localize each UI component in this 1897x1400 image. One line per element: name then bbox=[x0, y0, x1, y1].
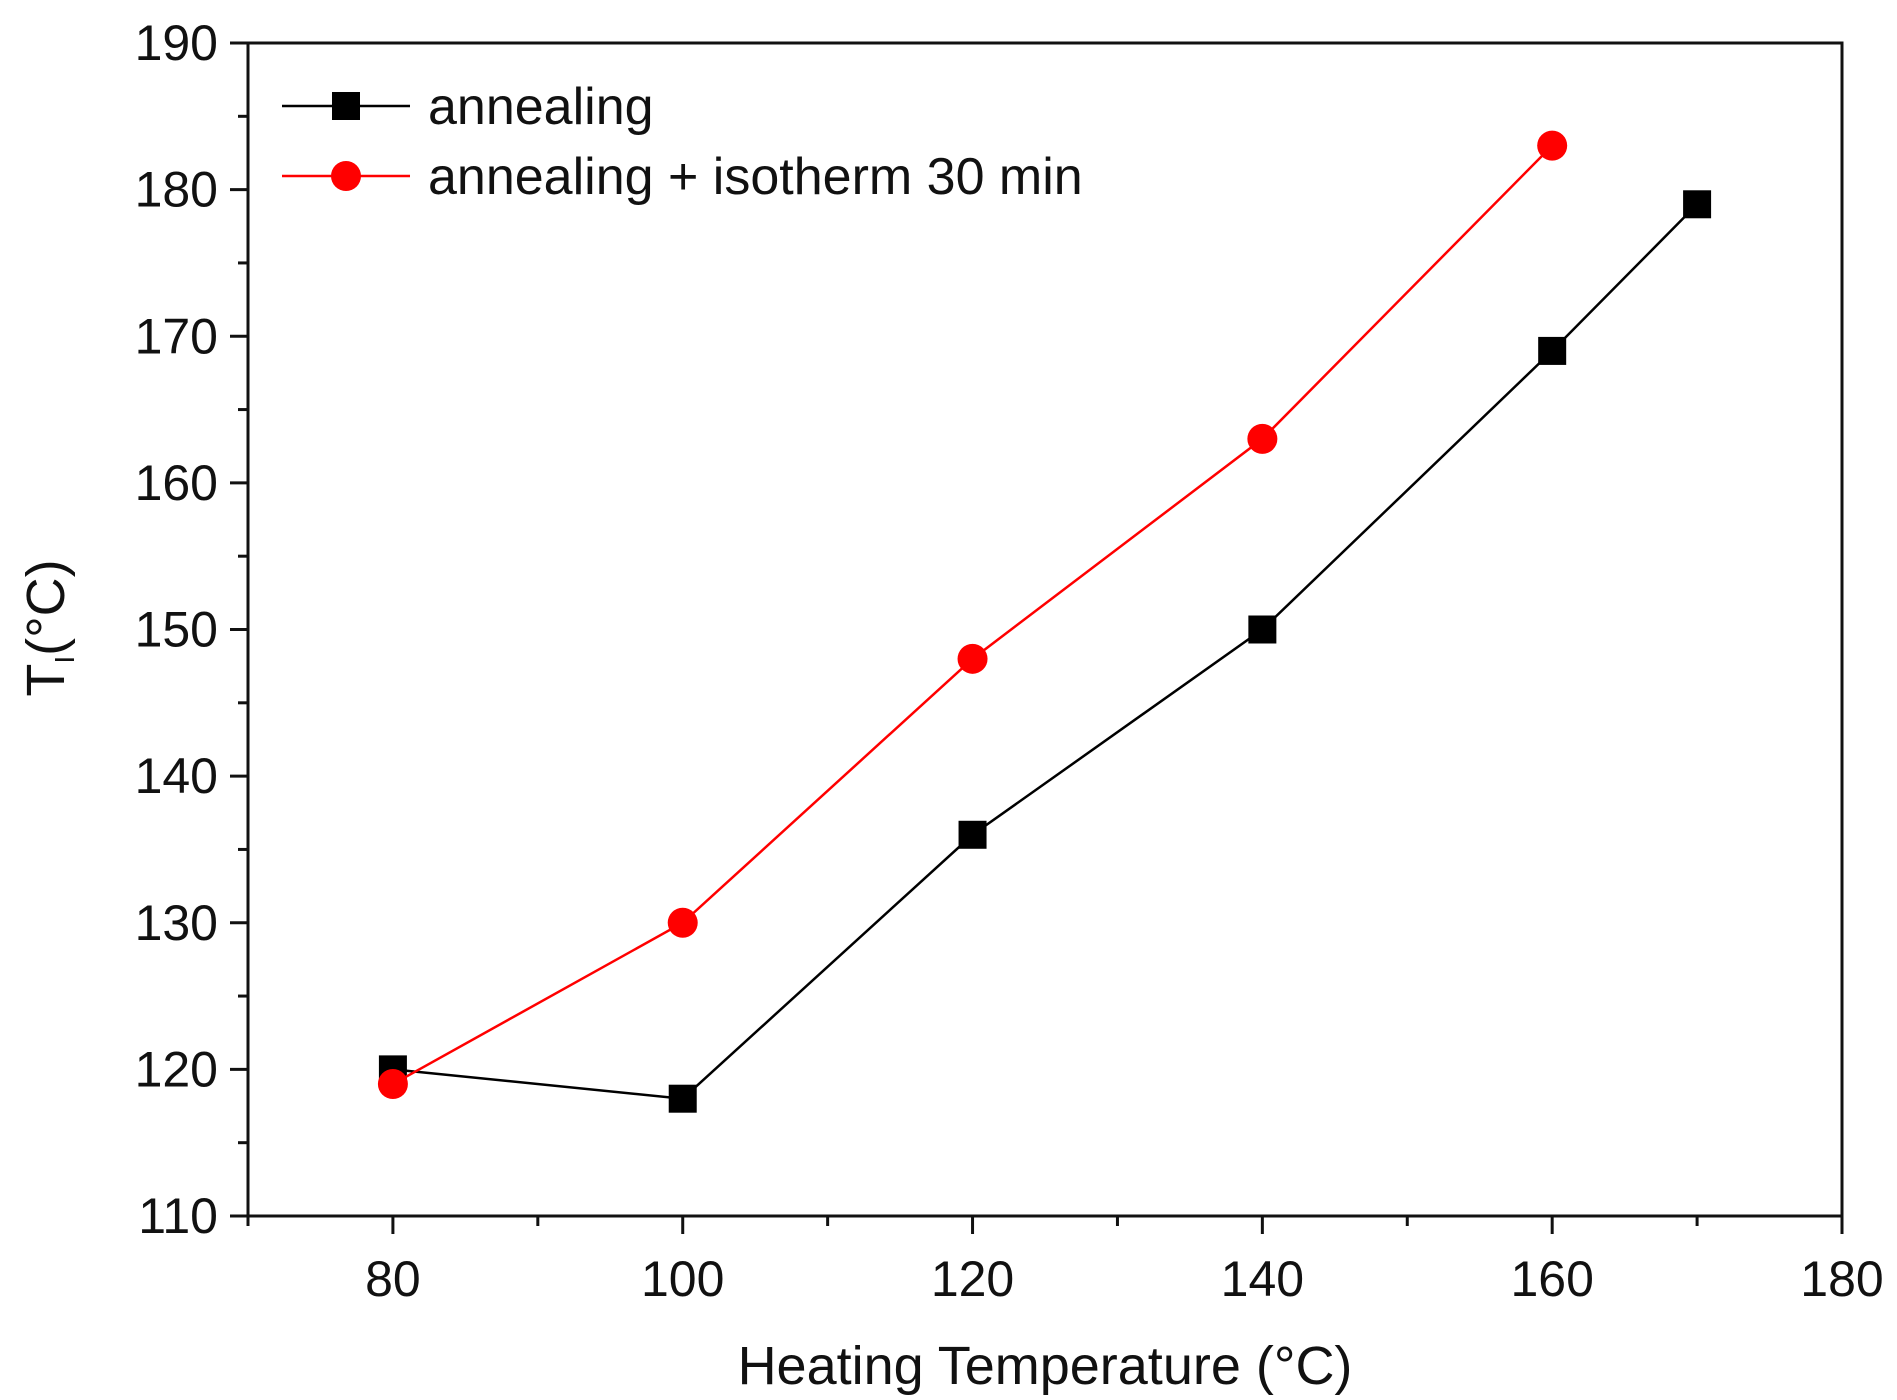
data-point bbox=[957, 643, 988, 674]
x-axis-title: Heating Temperature (°C) bbox=[738, 1336, 1353, 1396]
x-tick-label: 80 bbox=[365, 1251, 421, 1307]
y-axis-title-main: T bbox=[16, 664, 76, 697]
x-tick-label: 140 bbox=[1221, 1251, 1304, 1307]
data-point bbox=[1683, 190, 1712, 219]
y-tick-label: 170 bbox=[135, 308, 218, 364]
data-point bbox=[1248, 615, 1277, 644]
legend-marker bbox=[332, 92, 360, 120]
legend-item: annealing + isotherm 30 min bbox=[282, 148, 1083, 206]
y-tick-label: 150 bbox=[135, 602, 218, 658]
series-layer bbox=[377, 130, 1712, 1113]
y-tick-label: 130 bbox=[135, 895, 218, 951]
data-point bbox=[958, 820, 987, 849]
data-point bbox=[1538, 336, 1567, 365]
series-1 bbox=[377, 130, 1568, 1100]
y-tick-label: 120 bbox=[135, 1041, 218, 1097]
data-point bbox=[668, 1084, 697, 1113]
x-tick-label: 100 bbox=[641, 1251, 724, 1307]
y-tick-label: 110 bbox=[138, 1188, 218, 1244]
x-tick-label: 160 bbox=[1510, 1251, 1593, 1307]
axis-ticks bbox=[230, 41, 1844, 1234]
data-point bbox=[1537, 130, 1568, 161]
series-0 bbox=[378, 190, 1712, 1113]
y-tick-label: 160 bbox=[135, 455, 218, 511]
data-point bbox=[377, 1069, 408, 1100]
tick-labels: 80 100 120 140 160 180 110 120 130 140 150 160 170 18… bbox=[135, 15, 1884, 1307]
legend-item: annealing bbox=[282, 78, 654, 136]
y-tick-label: 190 bbox=[135, 15, 218, 71]
plot-frame bbox=[246, 41, 1844, 1218]
legend-label: annealing bbox=[428, 78, 654, 136]
legend-label: annealing + isotherm 30 min bbox=[428, 148, 1083, 206]
x-tick-label: 180 bbox=[1800, 1251, 1883, 1307]
series-line bbox=[392, 144, 1554, 1086]
y-axis-title: TI(°C) bbox=[16, 559, 80, 696]
y-axis-title-unit: (°C) bbox=[16, 559, 76, 656]
x-tick-label: 120 bbox=[931, 1251, 1014, 1307]
series-line bbox=[392, 203, 1698, 1100]
y-tick-label: 180 bbox=[135, 162, 218, 218]
legend-marker bbox=[331, 161, 361, 191]
data-point bbox=[1247, 423, 1278, 454]
y-tick-label: 140 bbox=[135, 748, 218, 804]
data-point bbox=[667, 907, 698, 938]
y-axis-title-sub: I bbox=[49, 656, 80, 664]
legend: annealing annealing + isotherm 30 min bbox=[282, 78, 1083, 206]
